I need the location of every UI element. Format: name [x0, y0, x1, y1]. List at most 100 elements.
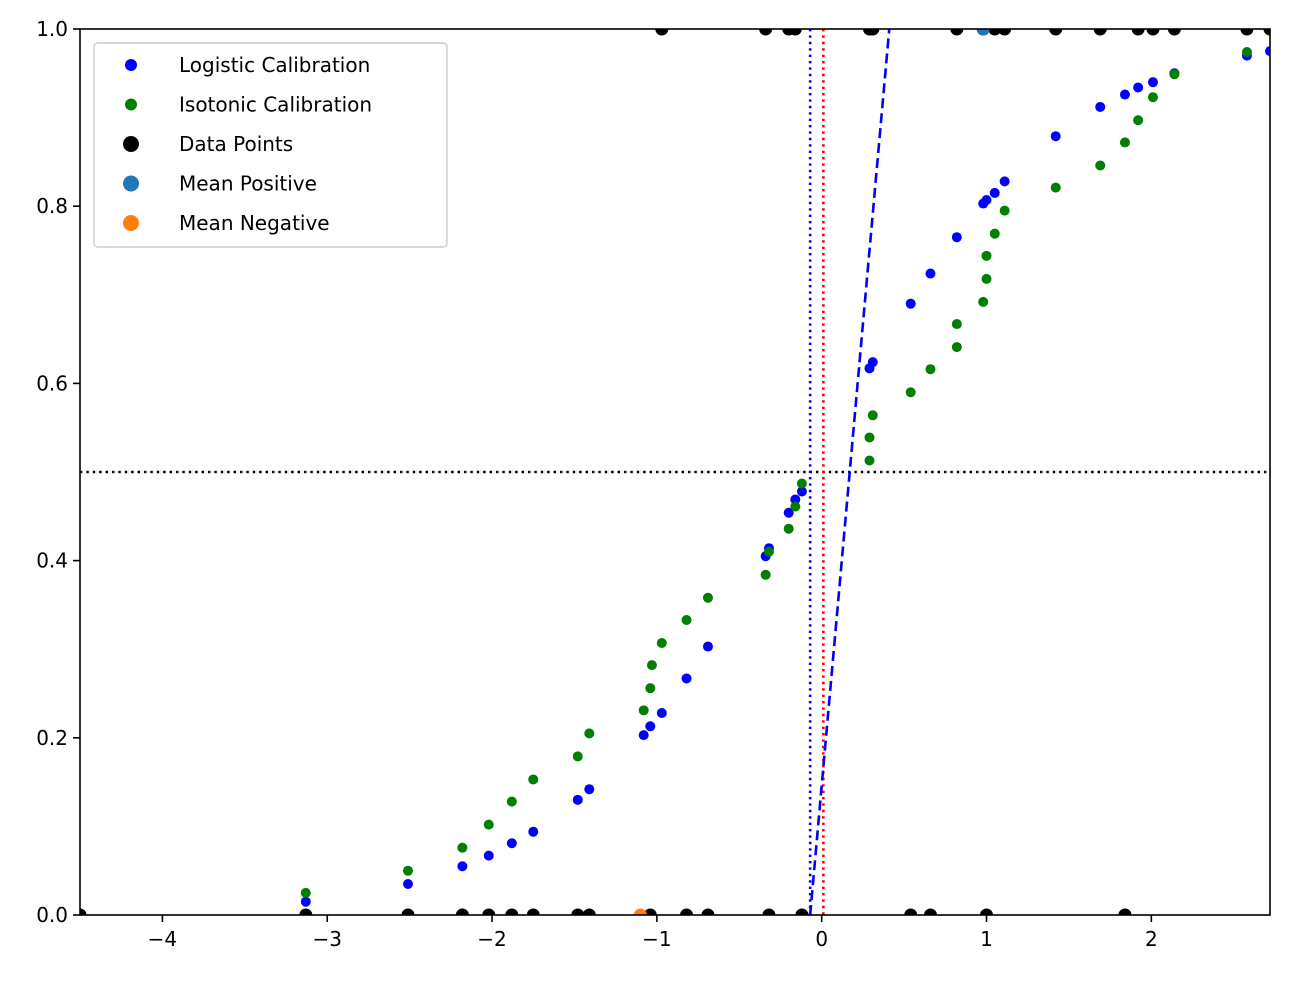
series-logistic-calibration	[300, 46, 1270, 907]
point-data-points-26	[988, 29, 1002, 36]
point-data-points-2	[401, 908, 415, 915]
y-tick-label-2: 0.4	[36, 549, 68, 573]
point-isotonic-calibration-37	[1241, 47, 1252, 58]
legend-label-mean-positive: Mean Positive	[179, 172, 317, 196]
legend-marker-isotonic-calibration	[125, 98, 137, 111]
legend: Logistic Calibration Isotonic Calibration…	[93, 42, 448, 248]
point-isotonic-calibration-0	[300, 887, 311, 898]
point-logistic-calibration-10	[656, 707, 667, 718]
legend-frame	[93, 42, 448, 248]
point-logistic-calibration-12	[702, 641, 713, 652]
point-isotonic-calibration-31	[1050, 182, 1061, 193]
point-data-points-13	[795, 908, 809, 915]
point-logistic-calibration-9	[645, 721, 656, 732]
point-mean-positive-0	[976, 29, 990, 36]
x-tick-label-4: 0	[815, 927, 828, 951]
point-logistic-calibration-6	[572, 794, 583, 805]
legend-label-logistic-calibration: Logistic Calibration	[179, 53, 370, 77]
legend-marker-mean-negative	[123, 215, 139, 231]
point-logistic-calibration-17	[796, 486, 807, 497]
point-isotonic-calibration-33	[1119, 137, 1130, 148]
point-data-points-17	[1118, 908, 1132, 915]
point-logistic-calibration-24	[981, 195, 992, 205]
point-data-points-8	[582, 908, 596, 915]
point-isotonic-calibration-18	[796, 478, 807, 489]
point-logistic-calibration-1	[402, 878, 413, 889]
point-logistic-calibration-30	[1133, 82, 1144, 93]
point-logistic-calibration-8	[638, 730, 649, 741]
y-tick-label-3: 0.6	[36, 371, 68, 395]
point-isotonic-calibration-2	[457, 842, 468, 853]
point-isotonic-calibration-23	[925, 364, 936, 375]
point-isotonic-calibration-16	[783, 523, 794, 534]
point-isotonic-calibration-29	[989, 228, 1000, 239]
series-mean-negative	[633, 908, 647, 915]
point-data-points-28	[1049, 29, 1063, 36]
y-tick-label-0: 0.0	[36, 903, 68, 927]
point-data-points-19	[759, 29, 773, 36]
point-isotonic-calibration-15	[763, 546, 774, 557]
point-data-points-24	[950, 29, 964, 36]
point-data-points-32	[1167, 29, 1181, 36]
point-isotonic-calibration-11	[656, 638, 667, 648]
x-tick-label-1: −3	[312, 927, 341, 951]
point-logistic-calibration-28	[1095, 101, 1106, 112]
point-isotonic-calibration-21	[867, 410, 878, 421]
series-isotonic-calibration	[300, 47, 1252, 898]
point-data-points-10	[680, 908, 694, 915]
plot-area	[80, 29, 1270, 915]
series-data-points	[80, 29, 1270, 915]
y-tick-label-4: 0.8	[36, 194, 68, 218]
series-mean-positive	[976, 29, 990, 36]
point-isotonic-calibration-36	[1169, 69, 1180, 80]
legend-label-mean-negative: Mean Negative	[179, 211, 330, 235]
point-isotonic-calibration-19	[864, 455, 875, 466]
x-tick-label-2: −2	[477, 927, 506, 951]
point-data-points-7	[571, 908, 585, 915]
point-isotonic-calibration-26	[978, 296, 989, 307]
point-data-points-12	[762, 908, 776, 915]
legend-marker-logistic-calibration	[125, 59, 137, 71]
point-isotonic-calibration-17	[790, 501, 801, 512]
legend-label-data-points: Data Points	[179, 132, 293, 156]
point-isotonic-calibration-3	[483, 819, 494, 830]
point-isotonic-calibration-22	[905, 387, 916, 398]
reference-lines	[80, 29, 1270, 915]
point-logistic-calibration-19	[867, 357, 878, 368]
point-isotonic-calibration-7	[584, 728, 595, 739]
point-logistic-calibration-20	[905, 298, 916, 309]
point-data-points-33	[1240, 29, 1254, 36]
point-logistic-calibration-5	[528, 826, 539, 837]
point-isotonic-calibration-13	[702, 592, 713, 603]
point-isotonic-calibration-34	[1133, 115, 1144, 126]
point-data-points-29	[1093, 29, 1107, 36]
point-isotonic-calibration-35	[1147, 92, 1158, 103]
point-data-points-0	[80, 908, 87, 915]
point-isotonic-calibration-4	[506, 796, 517, 807]
x-tick-label-3: −1	[642, 927, 671, 951]
point-logistic-calibration-16	[790, 494, 801, 505]
point-logistic-calibration-29	[1119, 89, 1130, 100]
point-data-points-1	[299, 908, 313, 915]
point-logistic-calibration-3	[483, 850, 494, 861]
point-logistic-calibration-2	[457, 861, 468, 872]
point-isotonic-calibration-24	[951, 342, 962, 353]
point-logistic-calibration-7	[584, 784, 595, 795]
point-logistic-calibration-31	[1147, 77, 1158, 88]
point-isotonic-calibration-1	[402, 865, 413, 876]
point-isotonic-calibration-30	[999, 205, 1010, 216]
point-data-points-6	[526, 908, 540, 915]
point-logistic-calibration-26	[999, 176, 1010, 187]
point-data-points-14	[904, 908, 918, 915]
point-logistic-calibration-22	[951, 232, 962, 243]
point-logistic-calibration-21	[925, 268, 936, 279]
point-logistic-calibration-25	[989, 187, 1000, 198]
point-isotonic-calibration-14	[760, 569, 771, 580]
x-tick-label-0: −4	[148, 927, 177, 951]
axes: −4 −3 −2 −1 0 1 2 0.0 0.2 0.4 0.6 0.8 1.0	[36, 17, 1271, 951]
point-data-points-23	[866, 29, 880, 36]
point-logistic-calibration-11	[681, 673, 692, 684]
x-tick-label-5: 1	[980, 927, 993, 951]
